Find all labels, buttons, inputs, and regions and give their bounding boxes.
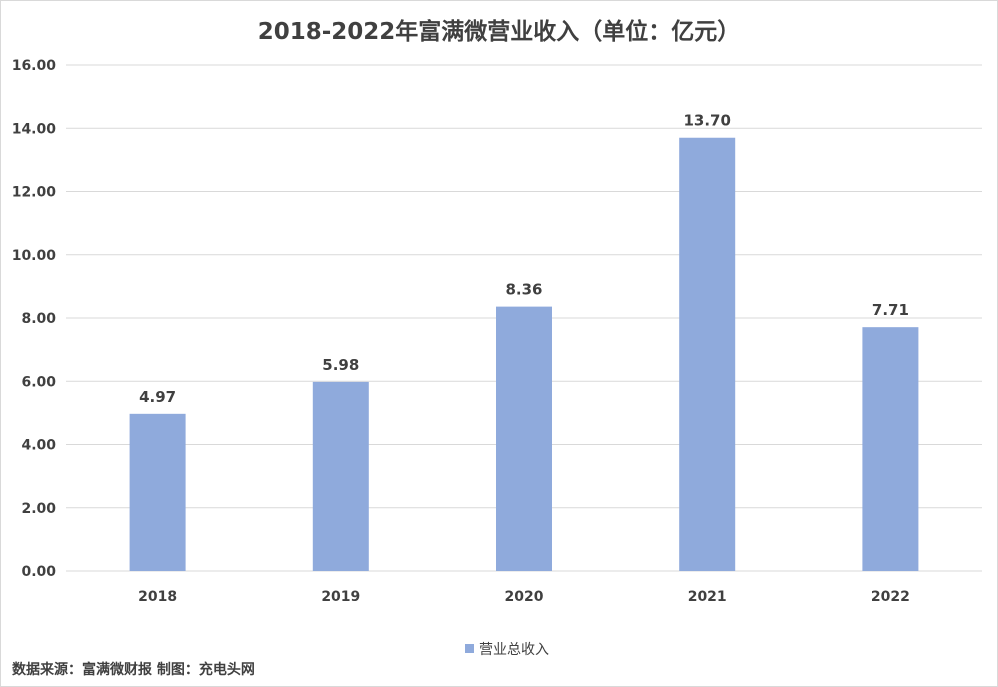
legend-label: 营业总收入 [479,642,549,658]
data-label: 8.36 [505,281,542,299]
data-label: 5.98 [322,356,359,374]
y-tick-label: 16.00 [12,58,57,74]
y-tick-label: 0.00 [21,564,56,580]
y-axis-ticks: 0.00 2.00 4.00 6.00 8.00 10.00 12.00 14.00 16.00 [12,58,57,580]
x-tick-label: 2020 [505,589,544,605]
chart-title: 2018-2022年富满微营业收入（单位：亿元） [257,19,741,45]
x-axis-ticks: 2018 2019 2020 2021 2022 [138,589,910,605]
bar [496,306,552,571]
bar [679,137,736,572]
legend: 营业总收入 [465,642,549,658]
y-tick-label: 8.00 [21,311,56,327]
x-tick-label: 2022 [871,589,910,605]
legend-swatch [465,644,474,653]
source-note: 数据来源：富满微财报 制图：充电头网 [12,662,255,678]
x-tick-label: 2019 [321,589,360,605]
bar [862,327,919,571]
y-tick-label: 2.00 [21,501,56,517]
data-label: 13.70 [683,112,730,130]
data-labels: 4.97 5.98 8.36 13.70 7.71 [139,112,909,406]
bars [129,137,919,572]
y-tick-label: 14.00 [12,121,57,137]
y-tick-label: 6.00 [21,374,56,390]
data-label: 7.71 [872,301,909,319]
bar [129,413,186,571]
bar [312,381,369,571]
data-label: 4.97 [139,388,176,406]
y-tick-label: 12.00 [12,185,57,201]
y-tick-label: 4.00 [21,438,56,454]
x-tick-label: 2018 [138,589,177,605]
x-tick-label: 2021 [688,589,727,605]
y-tick-label: 10.00 [12,248,57,264]
